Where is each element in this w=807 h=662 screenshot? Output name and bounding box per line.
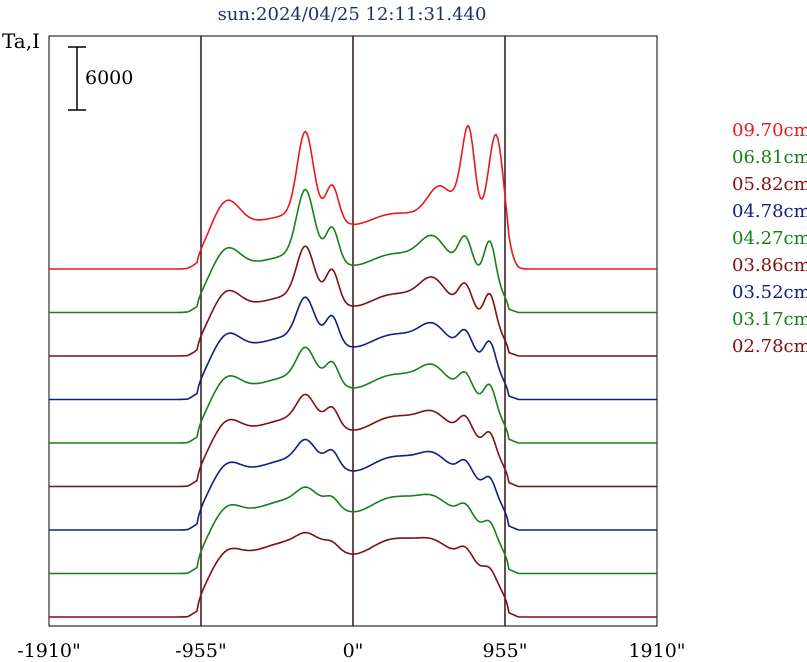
y-axis-label: Ta,I bbox=[2, 29, 40, 53]
x-tick-label-1: -955" bbox=[175, 640, 226, 662]
x-tick-label-0: -1910" bbox=[17, 640, 81, 662]
legend-entry-8: 02.78cm bbox=[732, 336, 807, 357]
series-line-7 bbox=[49, 486, 657, 575]
legend-entry-6: 03.52cm bbox=[732, 282, 807, 303]
scale-bar-label: 6000 bbox=[85, 67, 133, 89]
legend: 09.70cm 06.81cm 05.82cm 04.78cm 04.27cm 03.86… bbox=[732, 120, 807, 357]
series-line-6 bbox=[49, 438, 657, 531]
series-line-8 bbox=[49, 531, 657, 618]
legend-entry-4: 04.27cm bbox=[732, 228, 807, 249]
series-line-0 bbox=[49, 124, 657, 270]
series-lines bbox=[49, 124, 657, 618]
legend-entry-5: 03.86cm bbox=[732, 255, 807, 276]
series-line-2 bbox=[49, 245, 657, 357]
x-tick-label-2: 0" bbox=[343, 640, 364, 662]
series-line-3 bbox=[49, 296, 657, 401]
series-line-5 bbox=[49, 393, 657, 488]
legend-entry-3: 04.78cm bbox=[732, 201, 807, 222]
x-tick-label-4: 1910" bbox=[628, 640, 685, 662]
legend-entry-1: 06.81cm bbox=[732, 147, 807, 168]
series-line-1 bbox=[49, 188, 657, 314]
vertical-reference-lines bbox=[200, 36, 506, 626]
series-line-4 bbox=[49, 346, 657, 444]
scale-bar: 6000 bbox=[68, 46, 133, 111]
x-tick-label-3: 955" bbox=[482, 640, 527, 662]
legend-entry-7: 03.17cm bbox=[732, 309, 807, 330]
chart-title: sun:2024/04/25 12:11:31.440 bbox=[218, 4, 487, 25]
legend-entry-2: 05.82cm bbox=[732, 174, 807, 195]
legend-entry-0: 09.70cm bbox=[732, 120, 807, 141]
x-axis-tick-labels: -1910" -955" 0" 955" 1910" bbox=[17, 640, 685, 662]
